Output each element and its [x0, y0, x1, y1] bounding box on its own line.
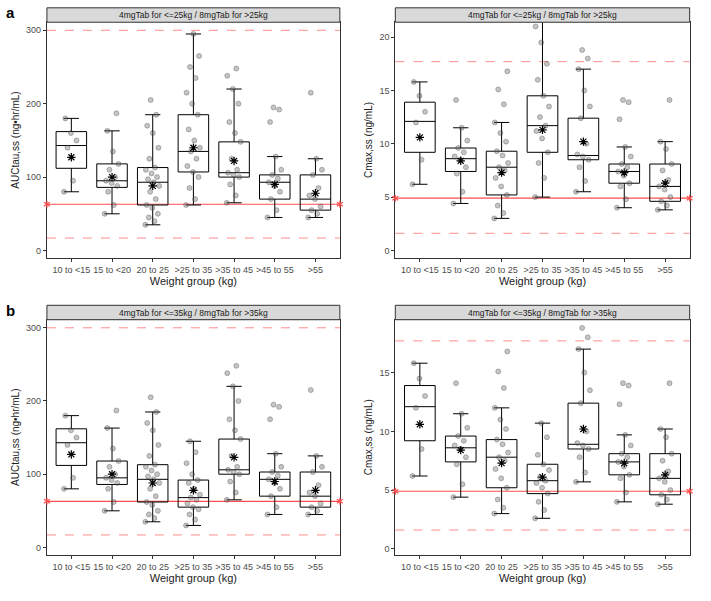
svg-text:AUCtau,ss (ng•hr/mL): AUCtau,ss (ng•hr/mL) [10, 91, 21, 188]
svg-text:>35 to 45: >35 to 45 [215, 265, 253, 275]
svg-text:4mgTab for <=35kg / 8mgTab for: 4mgTab for <=35kg / 8mgTab for >35kg [119, 308, 268, 318]
svg-text:300: 300 [26, 323, 41, 333]
svg-text:>55: >55 [308, 562, 323, 572]
svg-text:Weight group (kg): Weight group (kg) [150, 572, 237, 584]
svg-text:20 to 25: 20 to 25 [485, 265, 518, 275]
svg-text:>35 to 45: >35 to 45 [564, 265, 602, 275]
svg-text:>25 to 35: >25 to 35 [174, 562, 212, 572]
svg-text:300: 300 [26, 25, 41, 35]
svg-text:>25 to 35: >25 to 35 [524, 265, 562, 275]
svg-text:10 to <15: 10 to <15 [52, 265, 90, 275]
svg-text:0: 0 [385, 246, 390, 256]
svg-text:Weight group (kg): Weight group (kg) [499, 275, 586, 287]
svg-text:15: 15 [380, 86, 390, 96]
svg-text:0: 0 [36, 543, 41, 553]
svg-text:15: 15 [380, 368, 390, 378]
svg-text:5: 5 [385, 485, 390, 495]
svg-text:20: 20 [380, 32, 390, 42]
svg-text:100: 100 [26, 172, 41, 182]
svg-text:>35 to 45: >35 to 45 [215, 562, 253, 572]
svg-text:b: b [6, 302, 15, 319]
svg-text:4mgTab for <=35kg / 8mgTab for: 4mgTab for <=35kg / 8mgTab for >35kg [468, 308, 617, 318]
svg-text:>25 to 35: >25 to 35 [174, 265, 212, 275]
svg-text:>45 to 55: >45 to 55 [605, 562, 643, 572]
svg-text:100: 100 [26, 469, 41, 479]
svg-text:>55: >55 [308, 265, 323, 275]
svg-text:0: 0 [36, 246, 41, 256]
svg-text:>45 to 55: >45 to 55 [605, 265, 643, 275]
svg-text:>35 to 45: >35 to 45 [564, 562, 602, 572]
svg-text:4mgTab for <=25kg / 8mgTab for: 4mgTab for <=25kg / 8mgTab for >25kg [119, 10, 268, 20]
svg-text:>45 to 55: >45 to 55 [256, 265, 294, 275]
svg-text:200: 200 [26, 396, 41, 406]
svg-text:10 to <15: 10 to <15 [401, 562, 439, 572]
svg-text:Weight group (kg): Weight group (kg) [499, 572, 586, 584]
svg-text:Cmax,ss (ng/mL): Cmax,ss (ng/mL) [364, 399, 375, 475]
svg-text:20 to 25: 20 to 25 [485, 562, 518, 572]
svg-text:10: 10 [380, 427, 390, 437]
svg-text:15 to <20: 15 to <20 [93, 562, 131, 572]
svg-text:10: 10 [380, 139, 390, 149]
svg-text:>25 to 35: >25 to 35 [524, 562, 562, 572]
svg-text:10 to <15: 10 to <15 [401, 265, 439, 275]
svg-text:Cmax,ss (ng/mL): Cmax,ss (ng/mL) [364, 102, 375, 178]
svg-text:5: 5 [385, 192, 390, 202]
svg-text:>55: >55 [657, 562, 672, 572]
svg-text:20 to 25: 20 to 25 [136, 265, 169, 275]
svg-text:10 to <15: 10 to <15 [52, 562, 90, 572]
svg-text:Weight group (kg): Weight group (kg) [150, 275, 237, 287]
svg-text:4mgTab for <=25kg / 8mgTab for: 4mgTab for <=25kg / 8mgTab for >25kg [468, 10, 617, 20]
svg-text:>45 to 55: >45 to 55 [256, 562, 294, 572]
svg-text:15 to <20: 15 to <20 [442, 265, 480, 275]
svg-text:20 to 25: 20 to 25 [136, 562, 169, 572]
svg-text:15 to <20: 15 to <20 [442, 562, 480, 572]
svg-text:>55: >55 [657, 265, 672, 275]
svg-text:a: a [6, 4, 15, 21]
svg-text:15 to <20: 15 to <20 [93, 265, 131, 275]
svg-text:200: 200 [26, 99, 41, 109]
svg-text:AUCtau,ss (ng•hr/mL): AUCtau,ss (ng•hr/mL) [10, 389, 21, 486]
svg-text:0: 0 [385, 544, 390, 554]
